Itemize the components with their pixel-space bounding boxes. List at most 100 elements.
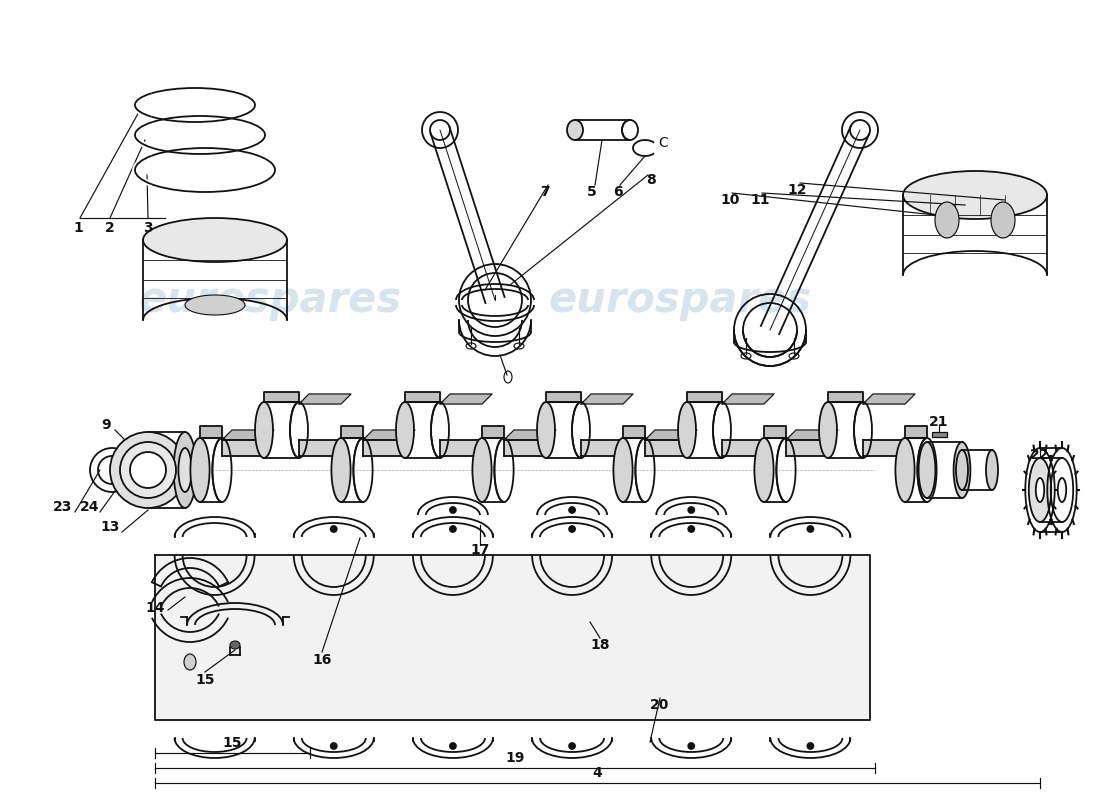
Ellipse shape [986,450,998,490]
Polygon shape [341,426,363,438]
Polygon shape [482,426,504,438]
Text: 6: 6 [613,185,623,199]
Ellipse shape [678,402,696,458]
Ellipse shape [230,641,240,649]
Ellipse shape [569,743,575,749]
Ellipse shape [569,507,575,513]
Text: 5: 5 [587,185,597,199]
Polygon shape [504,440,546,456]
Polygon shape [688,392,722,402]
Ellipse shape [954,442,970,498]
Ellipse shape [991,202,1015,238]
Ellipse shape [255,402,273,458]
Text: 23: 23 [53,500,73,514]
Polygon shape [440,394,492,404]
Text: 15: 15 [196,673,214,687]
Polygon shape [905,426,927,438]
Text: 8: 8 [646,173,656,187]
Polygon shape [786,430,838,440]
Text: 12: 12 [788,183,806,197]
Polygon shape [440,440,482,456]
Polygon shape [581,440,623,456]
Bar [932,432,947,437]
Ellipse shape [537,402,556,458]
Ellipse shape [472,438,492,502]
Text: 3: 3 [143,221,153,235]
Polygon shape [786,440,828,456]
Polygon shape [405,392,440,402]
Text: eurospares: eurospares [359,599,622,641]
Polygon shape [764,426,786,438]
Text: 21: 21 [930,415,948,429]
Polygon shape [581,394,632,404]
Text: 4: 4 [593,766,603,780]
Ellipse shape [820,402,837,458]
Polygon shape [222,440,264,456]
Polygon shape [222,430,274,440]
Ellipse shape [120,442,176,498]
Ellipse shape [918,442,935,498]
Ellipse shape [450,507,455,513]
Text: 24: 24 [80,500,100,514]
Ellipse shape [331,438,351,502]
Ellipse shape [110,432,186,508]
Text: 18: 18 [591,638,609,652]
Text: 11: 11 [750,193,770,207]
Polygon shape [645,440,688,456]
Ellipse shape [807,743,813,749]
Polygon shape [828,392,864,402]
Polygon shape [504,430,556,440]
Ellipse shape [935,202,959,238]
Ellipse shape [569,526,575,532]
Text: 2: 2 [106,221,114,235]
Ellipse shape [895,438,914,502]
Ellipse shape [566,120,583,140]
Text: 1: 1 [73,221,82,235]
Text: 9: 9 [101,418,111,432]
Text: 10: 10 [720,193,739,207]
Text: 20: 20 [650,698,670,712]
Ellipse shape [174,432,197,508]
Text: 14: 14 [145,601,165,615]
Text: 19: 19 [505,751,525,765]
Ellipse shape [331,526,337,532]
Polygon shape [623,426,645,438]
Polygon shape [864,394,915,404]
Ellipse shape [1028,458,1052,522]
Ellipse shape [143,218,287,262]
Ellipse shape [614,438,632,502]
Polygon shape [264,392,299,402]
Ellipse shape [807,526,813,532]
Polygon shape [363,430,415,440]
Ellipse shape [1058,478,1066,502]
Text: 22: 22 [1031,448,1049,462]
Polygon shape [299,394,351,404]
Text: 7: 7 [540,185,550,199]
Ellipse shape [450,526,455,532]
Text: 16: 16 [312,653,332,667]
Ellipse shape [331,743,337,749]
Polygon shape [299,440,341,456]
Text: eurospares: eurospares [139,279,402,321]
Ellipse shape [755,438,773,502]
Polygon shape [864,440,905,456]
Ellipse shape [689,743,694,749]
Polygon shape [722,394,774,404]
Ellipse shape [689,526,694,532]
Text: 13: 13 [100,520,120,534]
Ellipse shape [903,171,1047,219]
Polygon shape [363,440,405,456]
Polygon shape [200,426,222,438]
Text: 17: 17 [471,543,490,557]
Ellipse shape [130,452,166,488]
Polygon shape [722,440,764,456]
Ellipse shape [178,448,191,492]
Text: eurospares: eurospares [549,279,812,321]
Polygon shape [645,430,697,440]
Polygon shape [155,555,870,720]
Text: 15: 15 [222,736,242,750]
Ellipse shape [450,743,455,749]
Ellipse shape [396,402,414,458]
Ellipse shape [1036,478,1044,502]
Polygon shape [546,392,581,402]
